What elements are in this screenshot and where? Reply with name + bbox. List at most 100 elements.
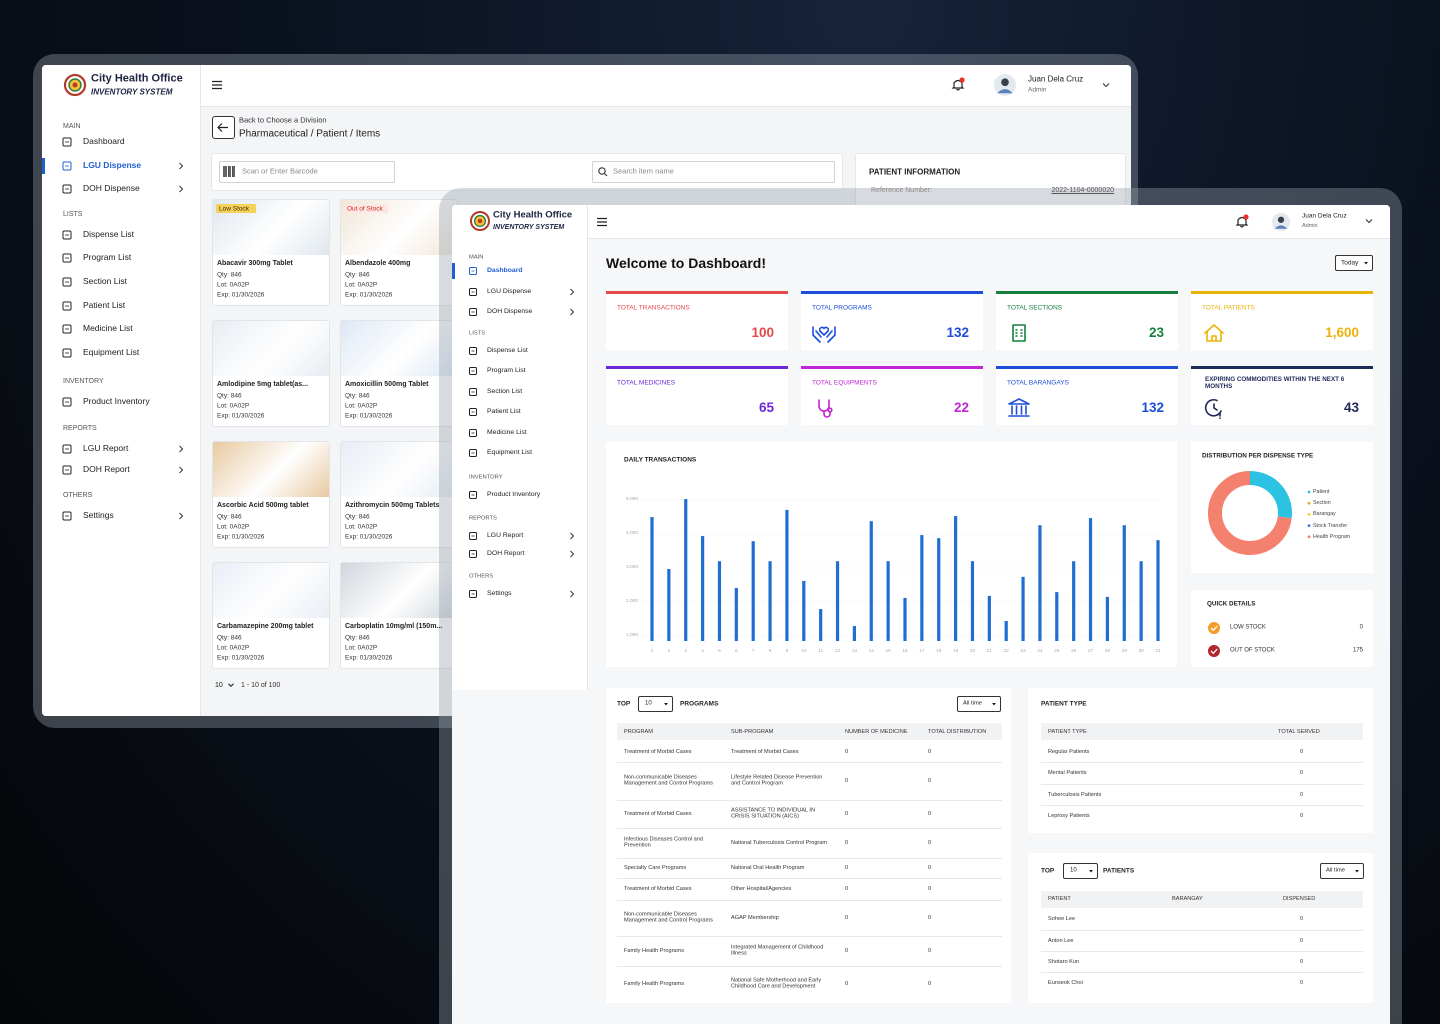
- range-select[interactable]: [957, 696, 1001, 712]
- stat-card: [996, 291, 1178, 350]
- legend-label: Stock Transfer: [1313, 522, 1348, 529]
- bar: [1072, 561, 1076, 641]
- nav-item[interactable]: Settings: [83, 510, 114, 521]
- limit-select[interactable]: 10: [1070, 867, 1077, 874]
- back-arrow: [217, 123, 228, 132]
- nav-item[interactable]: Section List: [83, 276, 127, 287]
- x-tick-label: 20: [969, 649, 976, 655]
- nav-item[interactable]: Dashboard: [487, 267, 523, 275]
- stat-value: 22: [953, 400, 969, 416]
- bar: [920, 535, 924, 641]
- table-header: [617, 723, 1002, 740]
- icon: [469, 429, 477, 437]
- bar: [954, 516, 958, 641]
- range-select[interactable]: All time: [1326, 867, 1346, 874]
- nav-item[interactable]: Product Inventory: [487, 491, 541, 499]
- nav-item[interactable]: Program List: [83, 252, 132, 263]
- nav-item[interactable]: Settings: [487, 590, 512, 598]
- stat-card: [606, 291, 788, 350]
- search-icon: [604, 173, 608, 177]
- table-cell: 0: [1300, 791, 1304, 798]
- chevron: [1102, 83, 1110, 88]
- icon: [469, 532, 477, 540]
- x-tick-label: 24: [1037, 649, 1043, 655]
- icon: [469, 267, 477, 275]
- table-cell: 0: [845, 914, 849, 921]
- nav-item[interactable]: LGU Report: [83, 443, 129, 454]
- y-tick-label: 1,000: [625, 633, 638, 639]
- search-icon: [598, 167, 606, 175]
- nav-item[interactable]: Patient List: [83, 300, 126, 311]
- nav-item[interactable]: DOH Report: [487, 550, 525, 558]
- icon: [469, 388, 477, 396]
- table-cell: Sohee Lee: [1048, 915, 1076, 922]
- nav-item[interactable]: Equipment List: [83, 347, 140, 358]
- icon: [469, 550, 477, 558]
- table-cell: 0: [845, 947, 849, 954]
- nav-item[interactable]: Dispense List: [83, 229, 135, 240]
- search-input[interactable]: [592, 161, 835, 183]
- nav-item[interactable]: Dashboard: [83, 136, 125, 147]
- range-select[interactable]: All time: [963, 700, 983, 707]
- x-tick-label: 26: [1070, 649, 1077, 655]
- bar: [768, 561, 772, 641]
- table-header: [1041, 891, 1363, 908]
- nav-item[interactable]: Dispense List: [487, 347, 528, 355]
- table-cell: Anton Lee: [1048, 937, 1074, 944]
- card-title: PATIENT TYPE: [1041, 700, 1087, 708]
- caret: [992, 703, 996, 706]
- product-exp: Exp: 01/30/2026: [345, 412, 393, 420]
- nav-item[interactable]: LGU Dispense: [487, 288, 532, 296]
- nav-item[interactable]: Program List: [487, 367, 526, 375]
- nav-item[interactable]: Medicine List: [83, 323, 133, 334]
- nav-item[interactable]: DOH Report: [83, 464, 130, 475]
- bar: [1088, 518, 1093, 641]
- nav-item[interactable]: Product Inventory: [83, 396, 150, 407]
- range-select[interactable]: [1320, 863, 1364, 879]
- product-lot: Lot: 0A02P: [217, 402, 250, 410]
- row-divider: [617, 878, 1002, 879]
- y-tick-label: 4,000: [625, 531, 638, 537]
- table-cell: Treatment of Morbid Cases: [624, 810, 692, 817]
- limit-select[interactable]: [1063, 863, 1098, 879]
- nav-item[interactable]: Medicine List: [487, 429, 527, 437]
- back-link[interactable]: Back to Choose a Division: [239, 115, 327, 125]
- nav-item[interactable]: LGU Report: [487, 532, 524, 540]
- table-cell: Mental Patients: [1048, 769, 1087, 776]
- product-qty: Qty: 846: [217, 513, 242, 521]
- x-tick-label: 17: [919, 649, 925, 655]
- status-icon: [1208, 645, 1220, 657]
- barcode-input[interactable]: [219, 161, 395, 183]
- nav-item[interactable]: Section List: [487, 388, 523, 396]
- product-qty: Qty: 846: [217, 634, 242, 642]
- table-cell: Family Health Programs: [624, 947, 684, 954]
- nav-item[interactable]: Patient List: [487, 408, 521, 416]
- nav-item[interactable]: LGU Dispense: [83, 160, 142, 171]
- notification-dot: [959, 77, 965, 83]
- row-divider: [617, 800, 1002, 801]
- avatar: [1001, 78, 1009, 87]
- nav-item[interactable]: Equipment List: [487, 449, 532, 457]
- table-cell: 0: [845, 810, 849, 817]
- table-cell: 0: [928, 864, 932, 871]
- bar: [717, 561, 722, 641]
- table-cell: 0: [928, 885, 932, 892]
- x-tick-label: 1: [650, 649, 654, 655]
- user-name: Juan Dela Cruz: [1302, 212, 1347, 220]
- product-qty: Qty: 846: [345, 392, 370, 400]
- nav-item[interactable]: DOH Dispense: [487, 308, 533, 316]
- legend-label: Section: [1313, 500, 1331, 507]
- x-tick-label: 4: [701, 649, 704, 655]
- page-size[interactable]: 10: [215, 681, 223, 689]
- limit-select[interactable]: 10: [645, 700, 652, 707]
- table-cell: Tuberculosis Patients: [1048, 791, 1102, 798]
- period-select[interactable]: [1335, 255, 1373, 271]
- nav-item[interactable]: DOH Dispense: [83, 183, 140, 194]
- limit-select[interactable]: [638, 696, 673, 712]
- product-qty: Qty: 846: [217, 271, 242, 279]
- bar: [802, 580, 806, 641]
- period-select[interactable]: Today: [1341, 259, 1359, 267]
- table-cell: Infectious Diseases Control and Preventi…: [624, 836, 703, 849]
- legend-swatch: [1307, 513, 1311, 516]
- product-name: Amoxicillin 500mg Tablet: [345, 380, 429, 388]
